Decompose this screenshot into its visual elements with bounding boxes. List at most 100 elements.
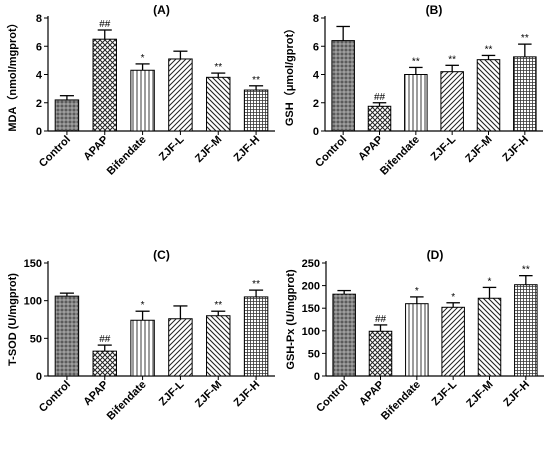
x-tick-label: ZJF-L [429, 133, 459, 163]
y-tick-label: 50 [308, 348, 320, 360]
x-tick-label: ZJF-L [430, 378, 460, 408]
y-tick-label: 0 [36, 126, 42, 138]
bar-apap [368, 330, 393, 377]
y-tick-label: 150 [24, 258, 42, 270]
y-tick-label: 250 [302, 258, 320, 270]
significance-label: ** [448, 54, 456, 65]
bar-zjf-h [243, 89, 269, 132]
y-tick-label: 2 [36, 98, 42, 110]
bar-zjf-l [440, 71, 464, 132]
x-tick-label: Bifendate [378, 134, 422, 178]
significance-label: ## [375, 314, 387, 325]
y-tick-label: 50 [30, 333, 42, 345]
bar-zjf-l [441, 306, 465, 377]
y-tick-label: 150 [302, 303, 320, 315]
y-tick-label: 6 [313, 41, 319, 53]
x-tick-label: ZJF-H [232, 379, 263, 410]
bar-control [331, 40, 355, 132]
significance-label: ** [214, 62, 222, 73]
y-tick-label: 0 [36, 371, 42, 383]
y-axis-title: MDA（nmol/mgprot） [6, 17, 19, 131]
bar-control [332, 293, 356, 377]
x-tick-label: Bifendate [105, 379, 149, 423]
bar-apap [92, 38, 117, 132]
bar-bifendate [404, 74, 428, 132]
y-axis-title: GSH-Px (U/mgprot) [285, 269, 297, 370]
bar-zjf-l [168, 318, 193, 377]
x-tick-label: Control [37, 134, 73, 170]
x-tick-label: ZJF-M [464, 379, 495, 410]
x-tick-label: APAP [356, 134, 386, 164]
x-tick-label: Bifendate [379, 379, 423, 423]
x-tick-label: ZJF-M [193, 134, 224, 165]
bar-control [54, 295, 80, 377]
bar-zjf-m [206, 315, 231, 377]
significance-label: * [488, 276, 492, 287]
panel-0: (A) MDA（nmol/mgprot） 0 2 4 6 8 Control ## APAP * Bi… [6, 3, 275, 178]
panel-title: (A) [153, 3, 170, 17]
y-tick-label: 100 [302, 326, 320, 338]
bar-zjf-m [206, 76, 231, 132]
x-tick-label: APAP [81, 379, 111, 409]
panel-title: (D) [427, 248, 444, 262]
bar-zjf-h [513, 56, 537, 132]
x-tick-label: Control [314, 379, 350, 415]
x-tick-label: Control [313, 134, 349, 170]
bar-control [54, 99, 80, 132]
panel-1: (B) GSH（μmol/gprot） 0 2 4 6 8 Control ## APAP ** Bi… [283, 3, 543, 178]
bar-apap [367, 105, 392, 132]
x-tick-label: ZJF-M [193, 379, 224, 410]
y-tick-label: 0 [313, 126, 319, 138]
significance-label: ** [412, 56, 420, 67]
x-tick-label: APAP [357, 379, 387, 409]
bar-zjf-l [168, 58, 193, 132]
y-tick-label: 8 [36, 13, 42, 25]
x-tick-label: ZJF-H [500, 134, 531, 165]
x-tick-label: ZJF-M [463, 134, 494, 165]
significance-label: ** [214, 300, 222, 311]
bar-zjf-m [477, 297, 502, 377]
y-axis-title: T-SOD (U/mgprot) [7, 273, 19, 366]
y-tick-label: 4 [36, 70, 43, 82]
y-tick-label: 4 [313, 70, 320, 82]
bar-apap [92, 350, 117, 377]
bar-bifendate [130, 319, 155, 377]
y-tick-label: 2 [313, 98, 319, 110]
significance-label: * [141, 300, 145, 311]
significance-label: ** [252, 75, 260, 86]
significance-label: ## [99, 334, 111, 345]
y-axis-title: GSH（μmol/gprot） [283, 23, 296, 126]
significance-label: ## [99, 19, 111, 30]
significance-label: * [451, 292, 455, 303]
bar-bifendate [130, 69, 155, 132]
bar-zjf-h [243, 296, 269, 377]
bar-zjf-m [476, 59, 501, 132]
significance-label: ** [522, 265, 530, 276]
y-tick-label: 8 [313, 13, 319, 25]
y-tick-label: 100 [24, 296, 42, 308]
significance-label: ## [374, 92, 386, 103]
x-tick-label: ZJF-L [157, 133, 187, 163]
significance-label: ** [252, 279, 260, 290]
significance-label: ** [521, 33, 529, 44]
panel-title: (C) [153, 248, 170, 262]
x-tick-label: APAP [81, 134, 111, 164]
y-tick-label: 6 [36, 41, 42, 53]
x-tick-label: ZJF-H [501, 379, 532, 410]
panel-3: (D) GSH-Px (U/mgprot) 0 50 100 150 200 250 Contr… [285, 248, 544, 423]
panel-title: (B) [426, 3, 443, 17]
x-tick-label: ZJF-L [157, 378, 187, 408]
significance-label: * [415, 286, 419, 297]
y-tick-label: 0 [314, 371, 320, 383]
x-tick-label: Bifendate [105, 134, 149, 178]
significance-label: ** [485, 44, 493, 55]
y-tick-label: 200 [302, 281, 320, 293]
bar-zjf-h [514, 284, 538, 377]
x-tick-label: Control [37, 379, 73, 415]
panel-2: (C) T-SOD (U/mgprot) 0 50 100 150 Control ## APA… [7, 248, 275, 423]
bar-bifendate [405, 303, 429, 377]
significance-label: * [141, 53, 145, 64]
x-tick-label: ZJF-H [232, 134, 263, 165]
